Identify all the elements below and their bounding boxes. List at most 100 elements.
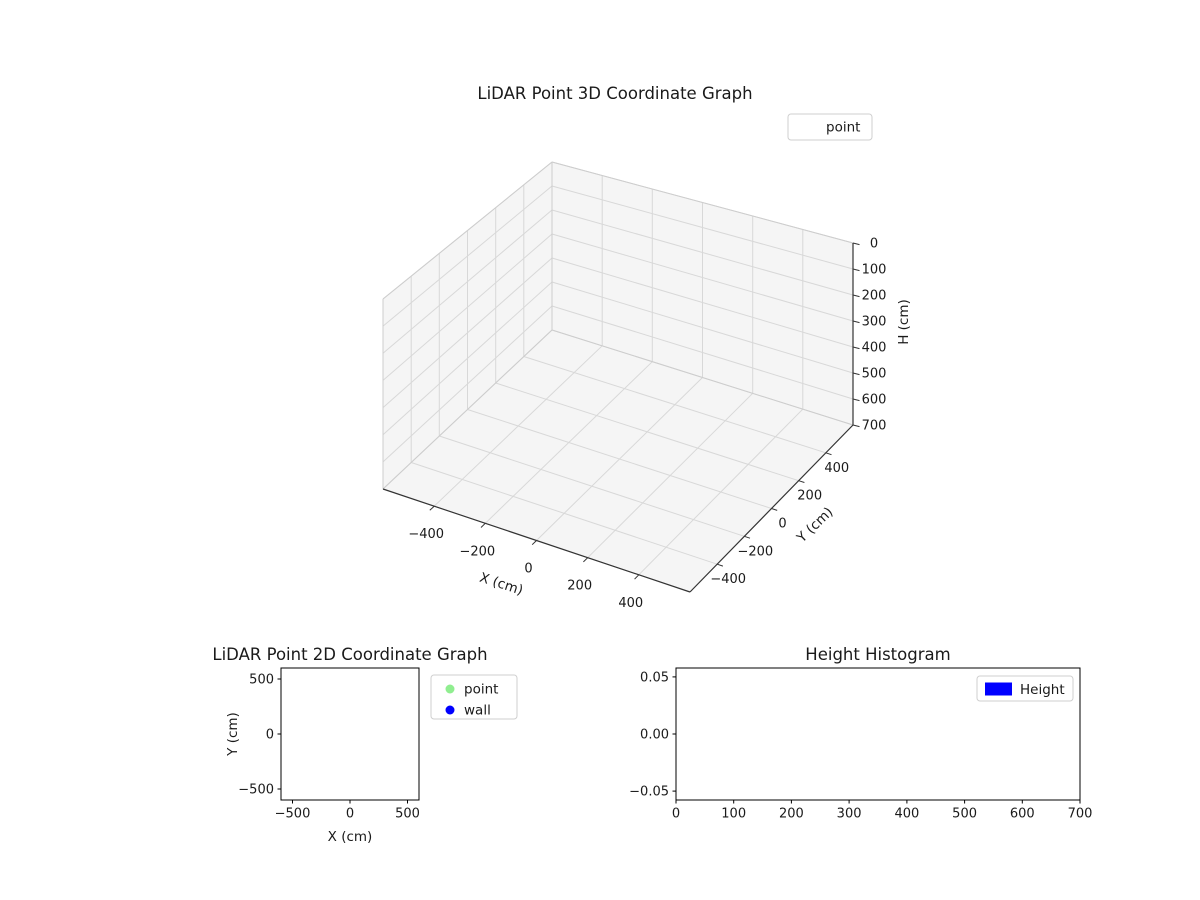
plot2d-ylabel: Y (cm) <box>225 712 241 757</box>
plot2d-legend-label-point: point <box>464 682 498 698</box>
grid-line-z <box>382 305 553 463</box>
grid-line-y <box>411 462 718 565</box>
plot3d-ylabel: Y (cm) <box>793 504 836 547</box>
grid-line-z <box>551 305 854 400</box>
legend-point-marker-icon <box>445 684 455 694</box>
plot3d-xlabel: X (cm) <box>478 570 525 599</box>
plot2d-axes: −500 0 500 −500 0 500 <box>238 667 420 822</box>
pane-edge <box>382 161 553 300</box>
y-tick-mark <box>825 452 832 456</box>
z-tick-mark <box>852 346 860 350</box>
z-tick-mark <box>852 398 860 402</box>
plot3d-ticks: −400−2000200400−400−20002004000100200300… <box>408 237 886 611</box>
plot3d-zlabel: H (cm) <box>896 299 912 345</box>
y-tick-label: 0 <box>778 517 786 532</box>
x-tick-label: 300 <box>837 807 862 822</box>
x-tick-mark <box>429 505 435 511</box>
x-tick-label: 400 <box>894 807 919 822</box>
x-tick-label: −500 <box>275 807 311 822</box>
z-tick-mark <box>852 242 860 246</box>
z-tick-label: 200 <box>862 289 887 304</box>
plot3d-legend: point <box>787 113 873 141</box>
x-tick-label: 0 <box>524 562 532 577</box>
pane-edge <box>382 329 553 490</box>
x-tick-label: 500 <box>952 807 977 822</box>
grid-line-y <box>439 435 745 537</box>
axes-frame <box>280 667 420 801</box>
hist-legend-label-height: Height <box>1020 682 1065 698</box>
x-tick-label: 0 <box>672 807 680 822</box>
x-tick-mark <box>634 574 640 580</box>
grid-line-y <box>467 409 772 509</box>
y-tick-label: −500 <box>238 783 274 798</box>
x-tick-label: 500 <box>395 807 420 822</box>
y-tick-mark <box>717 563 724 567</box>
y-tick-mark <box>744 535 751 539</box>
grid-line-y <box>495 382 799 482</box>
plot3d-title: LiDAR Point 3D Coordinate Graph <box>477 84 752 103</box>
x-tick-mark <box>531 540 537 546</box>
x-tick-label: 200 <box>779 807 804 822</box>
x-tick-label: −400 <box>408 527 444 542</box>
plot2d-xlabel: X (cm) <box>328 829 373 845</box>
hist-title: Height Histogram <box>805 645 950 664</box>
x-tick-label: 400 <box>618 596 643 611</box>
plot2d-legend: point wall <box>430 674 518 720</box>
y-tick-label: 400 <box>824 461 849 476</box>
y-tick-mark <box>771 508 778 511</box>
hist-legend: Height <box>976 675 1074 702</box>
grid-line-z <box>551 185 854 270</box>
pane-edge <box>551 161 854 244</box>
x-tick-label: 0 <box>346 807 354 822</box>
plot2d-title: LiDAR Point 2D Coordinate Graph <box>212 645 487 664</box>
grid-line-z <box>551 281 854 374</box>
y-tick-label: 0.05 <box>640 670 669 685</box>
plot2d-legend-label-wall: wall <box>464 703 491 719</box>
z-tick-label: 400 <box>862 341 887 356</box>
grid-line-z <box>382 185 553 327</box>
y-tick-mark <box>798 480 805 483</box>
legend-height-marker-icon <box>985 682 1012 696</box>
z-tick-label: 700 <box>862 419 887 434</box>
x-tick-label: 700 <box>1068 807 1093 822</box>
grid-line-z <box>382 209 553 354</box>
z-tick-label: 600 <box>862 393 887 408</box>
x-tick-label: 100 <box>721 807 746 822</box>
y-tick-label: 0.00 <box>640 728 669 743</box>
y-tick-label: −0.05 <box>629 785 669 800</box>
z-tick-mark <box>852 424 860 428</box>
legend-wall-marker-icon <box>445 705 455 715</box>
y-tick-label: −200 <box>737 544 773 559</box>
z-tick-label: 300 <box>862 315 887 330</box>
plot3d-pane-edges <box>382 161 854 490</box>
grid-line-z <box>551 209 854 296</box>
z-tick-label: 500 <box>862 367 887 382</box>
z-tick-mark <box>852 294 860 298</box>
y-tick-label: 200 <box>797 489 822 504</box>
grid-line-z <box>551 233 854 322</box>
z-tick-mark <box>852 320 860 324</box>
pane-edge <box>551 329 854 426</box>
z-tick-mark <box>852 268 860 272</box>
x-tick-label: 600 <box>1010 807 1035 822</box>
y-tick-label: 0 <box>266 728 274 743</box>
z-tick-label: 100 <box>862 263 887 278</box>
x-tick-label: −200 <box>459 544 495 559</box>
z-tick-label: 0 <box>870 237 878 252</box>
grid-line-y <box>523 356 826 454</box>
y-tick-label: 500 <box>249 673 274 688</box>
hist-axes: 0 100 200 300 400 500 600 700 −0.05 0.00 0.05 <box>629 667 1093 822</box>
z-tick-mark <box>852 372 860 376</box>
plot3d-legend-label-point: point <box>826 120 860 136</box>
x-tick-label: 200 <box>567 579 592 594</box>
x-tick-mark <box>583 557 589 563</box>
grid-line-z <box>382 257 553 408</box>
y-tick-label: −400 <box>710 572 746 587</box>
x-tick-mark <box>480 522 486 528</box>
legend-frame <box>787 113 873 141</box>
grid-line-z <box>382 281 553 436</box>
grid-line-z <box>382 233 553 381</box>
grid-line-z <box>551 257 854 348</box>
